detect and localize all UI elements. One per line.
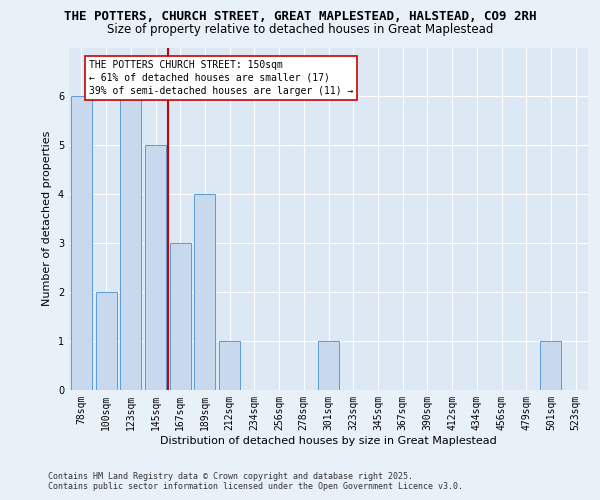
Bar [120, 96, 141, 390]
Text: THE POTTERS, CHURCH STREET, GREAT MAPLESTEAD, HALSTEAD, CO9 2RH: THE POTTERS, CHURCH STREET, GREAT MAPLES… [64, 10, 536, 23]
Text: Contains HM Land Registry data © Crown copyright and database right 2025.: Contains HM Land Registry data © Crown c… [48, 472, 413, 481]
Bar [170, 243, 191, 390]
Bar [145, 146, 166, 390]
Bar [541, 341, 562, 390]
Y-axis label: Number of detached properties: Number of detached properties [43, 131, 52, 306]
Bar [194, 194, 215, 390]
X-axis label: Distribution of detached houses by size in Great Maplestead: Distribution of detached houses by size … [160, 436, 497, 446]
Bar [219, 341, 240, 390]
Bar [318, 341, 339, 390]
Bar [95, 292, 116, 390]
Text: Contains public sector information licensed under the Open Government Licence v3: Contains public sector information licen… [48, 482, 463, 491]
Bar [71, 96, 92, 390]
Text: THE POTTERS CHURCH STREET: 150sqm
← 61% of detached houses are smaller (17)
39% : THE POTTERS CHURCH STREET: 150sqm ← 61% … [89, 60, 353, 96]
Text: Size of property relative to detached houses in Great Maplestead: Size of property relative to detached ho… [107, 22, 493, 36]
